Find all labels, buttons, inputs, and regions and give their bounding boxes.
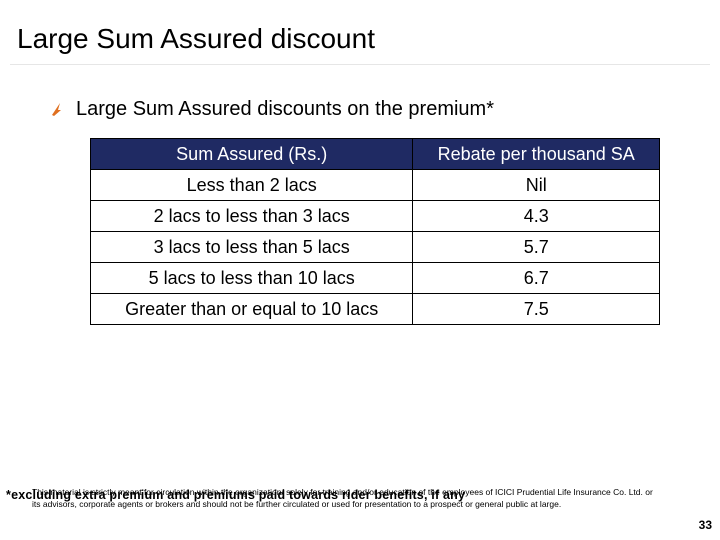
sum-assured-cell: Greater than or equal to 10 lacs	[89, 293, 414, 325]
header-sum-assured: Sum Assured (Rs.)	[89, 138, 414, 170]
footnote-text: *excluding extra premium and premiums pa…	[6, 488, 466, 502]
rebate-cell: 4.3	[412, 200, 660, 232]
rebate-cell: Nil	[412, 169, 660, 201]
bullet-text: Large Sum Assured discounts on the premi…	[76, 97, 494, 120]
header-rebate: Rebate per thousand SA	[412, 138, 660, 170]
slide-title: Large Sum Assured discount	[17, 23, 375, 54]
sum-assured-cell: 5 lacs to less than 10 lacs	[89, 262, 414, 294]
discount-table: Sum Assured (Rs.) Rebate per thousand SA…	[89, 138, 660, 325]
rebate-cell: 7.5	[412, 293, 660, 325]
table-row: Greater than or equal to 10 lacs 7.5	[89, 293, 660, 325]
sum-assured-cell: Less than 2 lacs	[89, 169, 414, 201]
table-row: 2 lacs to less than 3 lacs 4.3	[89, 200, 660, 232]
table-row: 3 lacs to less than 5 lacs 5.7	[89, 231, 660, 263]
rebate-cell: 6.7	[412, 262, 660, 294]
table-row: 5 lacs to less than 10 lacs 6.7	[89, 262, 660, 294]
sum-assured-cell: 3 lacs to less than 5 lacs	[89, 231, 414, 263]
rebate-cell: 5.7	[412, 231, 660, 263]
table-header-row: Sum Assured (Rs.) Rebate per thousand SA	[89, 138, 660, 170]
sum-assured-cell: 2 lacs to less than 3 lacs	[89, 200, 414, 232]
arrow-bullet-icon	[52, 103, 61, 116]
title-divider	[10, 64, 710, 65]
page-number: 33	[698, 518, 712, 532]
bullet-point: Large Sum Assured discounts on the premi…	[50, 96, 494, 122]
disclaimer-text: This material is strictly meant for circ…	[32, 487, 653, 509]
table-row: Less than 2 lacs Nil	[89, 169, 660, 201]
